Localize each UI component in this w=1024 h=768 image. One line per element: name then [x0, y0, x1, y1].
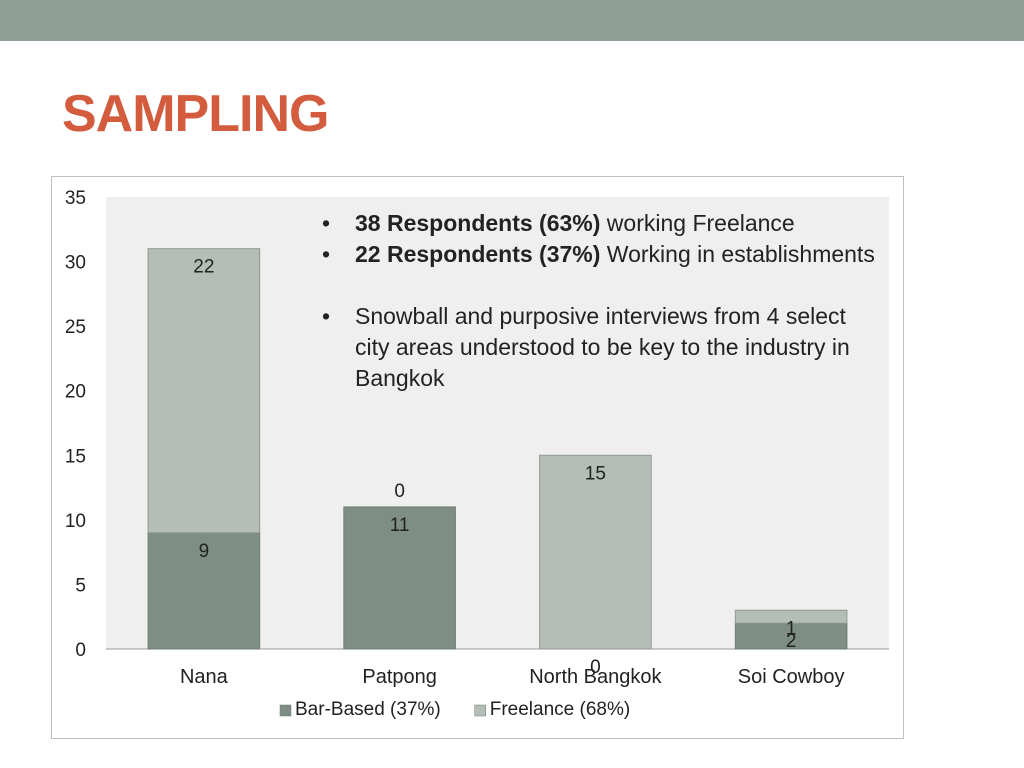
- bar-based-data-label: 2: [786, 631, 797, 652]
- legend-swatch-freelance: [474, 704, 486, 717]
- note-text: working Freelance: [600, 210, 795, 236]
- freelance-data-label: 15: [585, 463, 606, 484]
- freelance-data-label: 0: [394, 481, 405, 502]
- slide-title: SAMPLING: [62, 85, 329, 143]
- note-item-method: Snowball and purposive interviews from 4…: [320, 301, 880, 394]
- x-category-label: Soi Cowboy: [738, 666, 845, 688]
- note-bold: 38 Respondents (63%): [355, 210, 601, 236]
- note-text: Working in establishments: [600, 241, 875, 267]
- freelance-data-label: 1: [786, 618, 797, 639]
- freelance-bar: [734, 609, 848, 624]
- y-tick-label: 20: [65, 382, 86, 403]
- notes-overlay: 38 Respondents (63%) working Freelance 2…: [320, 208, 880, 394]
- note-item-freelance: 38 Respondents (63%) working Freelance: [320, 208, 880, 239]
- stacked-bar-chart: 0 5 10 15 20 25 30 35 9 22 Nana 11 0 Patpong 0 15 North …: [65, 188, 889, 720]
- legend-label-bar-based: Bar-Based (37%): [295, 699, 441, 720]
- x-category-label: North Bangkok: [529, 666, 662, 688]
- bar-based-bar: [734, 622, 848, 650]
- freelance-data-label: 22: [193, 257, 214, 278]
- y-tick-label: 15: [65, 446, 86, 467]
- freelance-bar: [147, 248, 261, 534]
- legend-swatch-bar-based: [279, 704, 292, 717]
- y-tick-label: 25: [65, 317, 86, 338]
- note-item-establishments: 22 Respondents (37%) Working in establis…: [320, 239, 880, 270]
- legend-label-freelance: Freelance (68%): [490, 699, 630, 720]
- y-tick-label: 35: [65, 188, 86, 209]
- y-tick-label: 30: [65, 253, 86, 274]
- y-tick-label: 0: [75, 640, 86, 661]
- freelance-bar: [539, 454, 652, 650]
- bar-based-data-label: 11: [390, 515, 410, 536]
- top-accent-bar: [0, 0, 1024, 41]
- x-category-label: Patpong: [362, 666, 437, 688]
- x-category-label: Nana: [180, 666, 229, 688]
- note-text: Snowball and purposive interviews from 4…: [355, 303, 850, 391]
- bar-based-bar: [343, 506, 456, 650]
- note-bold: 22 Respondents (37%): [355, 241, 601, 267]
- notes-list: 38 Respondents (63%) working Freelance 2…: [320, 208, 880, 394]
- y-tick-label: 5: [75, 575, 86, 596]
- bar-based-data-label: 0: [590, 657, 601, 678]
- bar-based-data-label: 9: [199, 541, 210, 562]
- y-tick-label: 10: [65, 511, 86, 532]
